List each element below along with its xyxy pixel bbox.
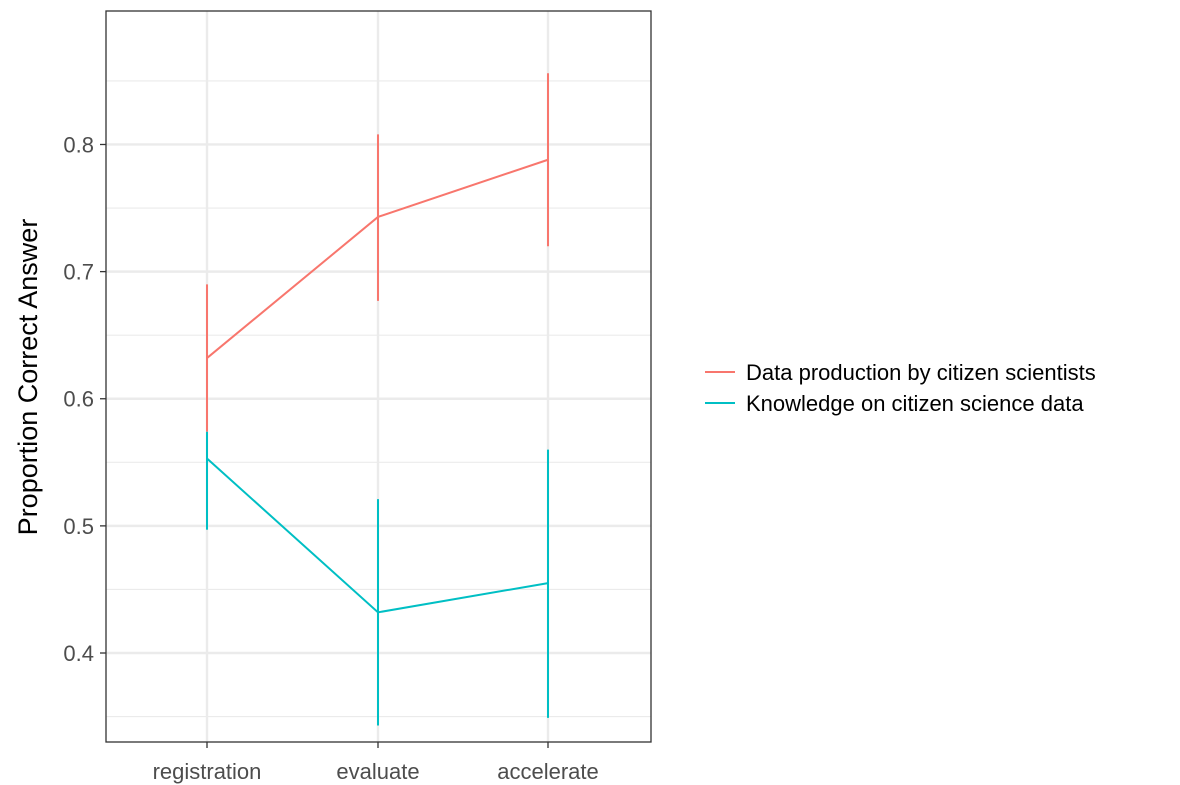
data-point	[206, 457, 208, 460]
series-layer	[206, 73, 549, 726]
data-point	[206, 357, 208, 360]
x-tick-label: accelerate	[497, 759, 599, 784]
data-point	[377, 215, 379, 218]
axis-layer: 0.4 0.5 0.6 0.7 0.8 registration evaluate accel…	[63, 132, 598, 784]
y-tick-label: 0.6	[63, 387, 94, 412]
y-tick-label: 0.5	[63, 514, 94, 539]
legend-label: Knowledge on citizen science data	[746, 391, 1084, 416]
y-tick-label: 0.7	[63, 260, 94, 285]
data-point	[377, 611, 379, 614]
y-tick-label: 0.8	[63, 132, 94, 157]
x-tick-label: registration	[153, 759, 262, 784]
data-point	[547, 582, 549, 585]
legend-label: Data production by citizen scientists	[746, 360, 1096, 385]
series-1	[206, 73, 549, 432]
legend: Data production by citizen scientists Kno…	[705, 360, 1096, 416]
series-2	[206, 431, 549, 726]
y-tick-label: 0.4	[63, 641, 94, 666]
y-axis-title: Proportion Correct Answer	[13, 219, 43, 536]
data-point	[547, 158, 549, 161]
x-tick-label: evaluate	[336, 759, 419, 784]
